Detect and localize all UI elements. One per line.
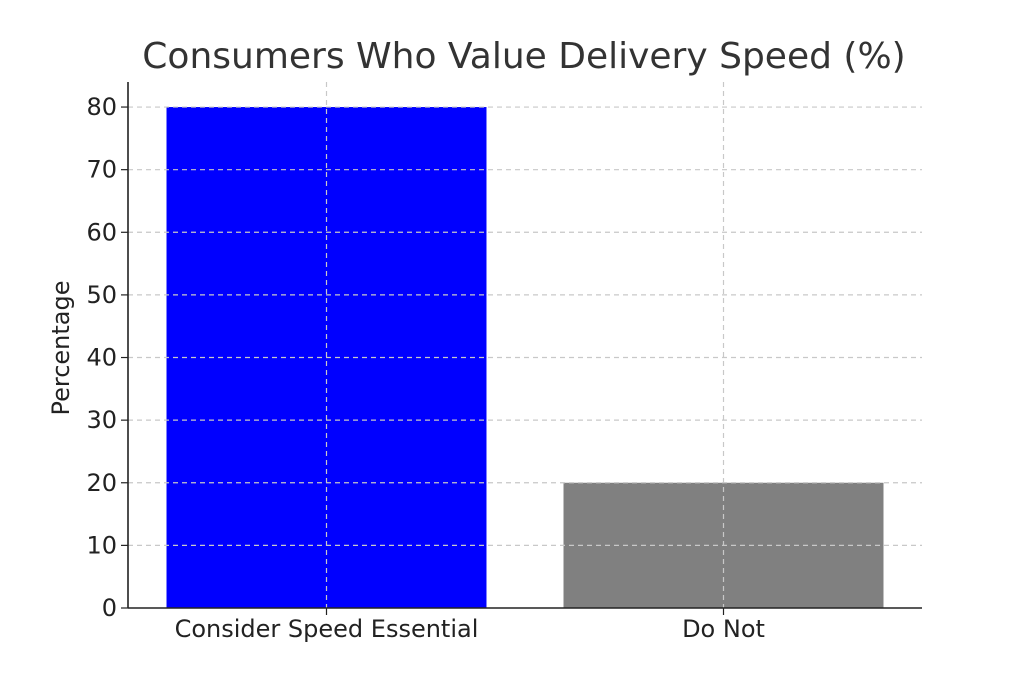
chart-title: Consumers Who Value Delivery Speed (%) xyxy=(142,36,905,77)
y-tick-label: 60 xyxy=(86,218,117,246)
y-tick-label: 0 xyxy=(102,594,117,622)
y-tick-label: 40 xyxy=(86,344,117,372)
grid-layer xyxy=(128,82,922,608)
y-tick-label: 20 xyxy=(86,469,117,497)
x-tick-label: Do Not xyxy=(682,615,765,643)
y-tick-label: 50 xyxy=(86,281,117,309)
y-tick-label: 70 xyxy=(86,156,117,184)
y-axis-label: Percentage xyxy=(47,280,75,415)
axis-layer: 0 10 20 30 40 50 60 70 80 Consider Speed Essentia… xyxy=(86,82,922,643)
x-tick-label: Consider Speed Essential xyxy=(175,615,479,643)
y-tick-label: 30 xyxy=(86,406,117,434)
y-tick-label: 10 xyxy=(86,531,117,559)
y-tick-label: 80 xyxy=(86,93,117,121)
